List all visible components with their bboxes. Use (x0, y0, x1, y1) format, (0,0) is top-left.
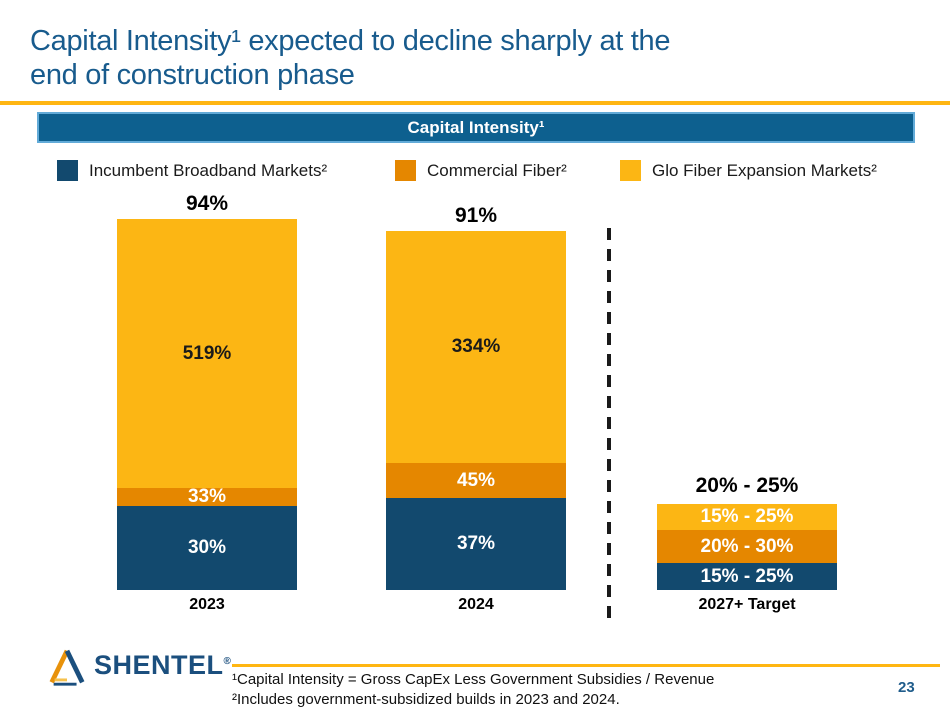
bar-total-2024: 91% (454, 204, 498, 227)
bar-total-2023: 94% (185, 192, 229, 215)
page-number: 23 (898, 679, 915, 696)
stacked-bar-2023: 519% 33% 30% (117, 219, 297, 590)
segment-incumbent-2024: 37% (386, 498, 566, 590)
legend-swatch-yellow (620, 160, 641, 181)
segment-value: 334% (451, 336, 501, 357)
legend-label: Commercial Fiber² (427, 160, 567, 180)
segment-value: 20% - 30% (700, 535, 794, 557)
segment-value: 37% (456, 533, 496, 554)
chart-title: Capital Intensity¹ (407, 117, 545, 137)
registered-mark: ® (223, 656, 232, 667)
stacked-bar-2027-target: 15% - 25% 20% - 30% 15% - 25% (657, 504, 837, 590)
segment-commercial-fiber-2023: 33% (117, 486, 297, 507)
logo-wordmark: SHENTEL (94, 650, 224, 680)
segment-value: 30% (187, 537, 227, 558)
legend-label: Glo Fiber Expansion Markets² (652, 160, 877, 180)
segment-value: 519% (182, 342, 232, 364)
category-label-2023: 2023 (189, 596, 225, 613)
legend-item-incumbent-broadband: Incumbent Broadband Markets² (57, 160, 327, 181)
segment-commercial-fiber-2027: 20% - 30% (657, 530, 837, 563)
page-title-line2: end of construction phase (30, 59, 355, 91)
footnote-subsidized-builds: ²Includes government-subsidized builds i… (232, 691, 620, 708)
segment-value: 45% (456, 469, 496, 491)
segment-value: 15% - 25% (700, 565, 794, 587)
legend-item-commercial-fiber: Commercial Fiber² (395, 160, 567, 181)
footer-divider-rule (232, 664, 940, 667)
segment-value: 33% (187, 486, 227, 507)
shentel-triangle-icon (49, 649, 85, 686)
legend-label: Incumbent Broadband Markets² (89, 160, 328, 180)
target-divider-dashed-line (607, 228, 611, 618)
page-title: Capital Intensity¹ expected to decline s… (30, 24, 671, 92)
segment-glo-fiber-2027: 15% - 25% (657, 504, 837, 530)
legend-swatch-orange (395, 160, 416, 181)
segment-value: 15% - 25% (700, 506, 794, 527)
stacked-bar-2024: 334% 45% 37% (386, 231, 566, 590)
footnote-capital-intensity: ¹Capital Intensity = Gross CapEx Less Go… (232, 671, 715, 688)
shentel-logo-text: SHENTEL® (94, 652, 231, 679)
segment-glo-fiber-2024: 334% (386, 231, 566, 463)
bar-total-2027-target: 20% - 25% (695, 474, 799, 497)
shentel-logo: SHENTEL® (46, 646, 231, 688)
page-title-line1: Capital Intensity¹ expected to decline s… (30, 25, 671, 57)
legend-swatch-navy (57, 160, 78, 181)
legend-item-glo-fiber: Glo Fiber Expansion Markets² (620, 160, 877, 181)
chart-legend: Incumbent Broadband Markets² Commercial … (0, 160, 950, 188)
category-label-2027-target: 2027+ Target (698, 596, 796, 613)
segment-glo-fiber-2023: 519% (117, 219, 297, 488)
title-divider-rule (0, 101, 950, 105)
category-label-2024: 2024 (458, 596, 494, 613)
chart-title-bar: Capital Intensity¹ (37, 112, 915, 143)
segment-incumbent-2027: 15% - 25% (657, 563, 837, 590)
segment-commercial-fiber-2024: 45% (386, 463, 566, 498)
segment-incumbent-2023: 30% (117, 506, 297, 590)
